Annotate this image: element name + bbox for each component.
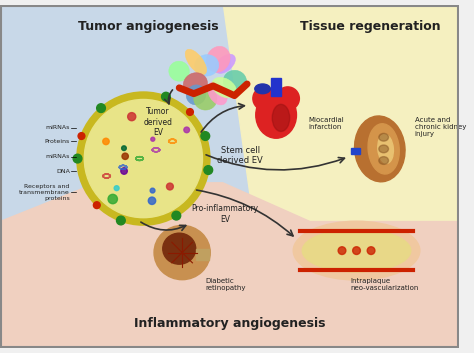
Circle shape: [78, 93, 209, 225]
Ellipse shape: [154, 226, 210, 280]
Text: Receptors and
transmembrane
proteins: Receptors and transmembrane proteins: [19, 184, 70, 201]
Ellipse shape: [212, 77, 237, 98]
Ellipse shape: [223, 70, 246, 92]
Circle shape: [353, 247, 360, 255]
Circle shape: [108, 195, 118, 204]
Circle shape: [367, 247, 375, 255]
Circle shape: [97, 104, 105, 113]
Ellipse shape: [379, 145, 389, 153]
Circle shape: [93, 202, 100, 209]
Text: Pro-inflammatory
EV: Pro-inflammatory EV: [191, 204, 258, 223]
Ellipse shape: [302, 229, 411, 272]
Text: Intraplaque
neo-vascularization: Intraplaque neo-vascularization: [351, 278, 419, 291]
Text: Diabetic
retinopathy: Diabetic retinopathy: [205, 278, 246, 291]
Ellipse shape: [208, 82, 227, 105]
Polygon shape: [0, 183, 459, 347]
Ellipse shape: [186, 85, 206, 105]
Circle shape: [162, 92, 170, 101]
Ellipse shape: [378, 134, 393, 163]
Ellipse shape: [272, 104, 290, 131]
Circle shape: [78, 133, 85, 139]
Ellipse shape: [368, 124, 399, 174]
Circle shape: [103, 138, 109, 145]
Ellipse shape: [194, 88, 217, 110]
Ellipse shape: [185, 49, 207, 74]
Ellipse shape: [293, 222, 419, 280]
Text: miRNAs: miRNAs: [46, 125, 70, 130]
Ellipse shape: [253, 87, 276, 110]
Ellipse shape: [256, 92, 296, 138]
Text: Tumor angiogenesis: Tumor angiogenesis: [78, 20, 218, 33]
Ellipse shape: [206, 46, 230, 72]
Circle shape: [172, 211, 181, 220]
Circle shape: [114, 186, 119, 191]
Circle shape: [204, 166, 213, 174]
Bar: [351, 148, 360, 154]
Text: Miocardial
infarction: Miocardial infarction: [308, 117, 344, 130]
Ellipse shape: [355, 116, 405, 182]
Circle shape: [148, 197, 155, 204]
Circle shape: [201, 132, 210, 140]
Bar: [271, 78, 281, 96]
Ellipse shape: [255, 84, 270, 94]
Circle shape: [151, 137, 155, 141]
Circle shape: [187, 109, 193, 115]
Bar: [196, 249, 209, 260]
Circle shape: [150, 188, 155, 193]
Circle shape: [122, 153, 128, 160]
Circle shape: [121, 168, 128, 174]
Ellipse shape: [169, 61, 189, 81]
Circle shape: [128, 113, 136, 121]
Circle shape: [338, 247, 346, 255]
Circle shape: [184, 127, 190, 133]
Text: Inflammatory angiogenesis: Inflammatory angiogenesis: [134, 317, 325, 330]
Circle shape: [122, 146, 126, 150]
Circle shape: [166, 183, 173, 190]
Ellipse shape: [276, 87, 300, 110]
Ellipse shape: [195, 55, 219, 76]
Ellipse shape: [379, 133, 389, 141]
Ellipse shape: [379, 157, 389, 164]
Ellipse shape: [183, 73, 208, 95]
Circle shape: [84, 100, 202, 218]
Text: Tumor
derived
EV: Tumor derived EV: [144, 107, 173, 137]
Text: DNA: DNA: [56, 169, 70, 174]
Polygon shape: [223, 6, 459, 347]
Circle shape: [117, 216, 125, 225]
Text: Tissue regeneration: Tissue regeneration: [301, 20, 441, 33]
Text: miRNAs: miRNAs: [46, 154, 70, 159]
Ellipse shape: [215, 54, 236, 73]
Text: Acute and
chronic kidney
injury: Acute and chronic kidney injury: [415, 117, 466, 137]
Text: Stem cell
derived EV: Stem cell derived EV: [218, 146, 263, 165]
Text: Proteins: Proteins: [45, 139, 70, 144]
Ellipse shape: [163, 233, 196, 264]
Circle shape: [73, 154, 82, 163]
